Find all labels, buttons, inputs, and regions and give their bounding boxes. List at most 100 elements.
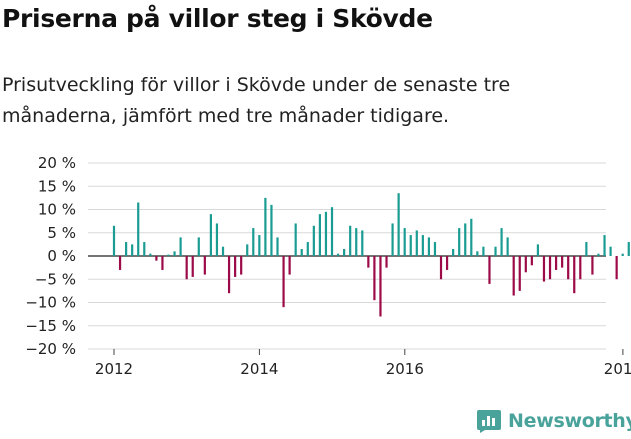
bar [615,256,618,280]
bar [561,256,564,268]
bar [373,256,376,301]
bar [385,256,388,268]
y-tick-label: 20 % [38,154,76,172]
bar [221,246,225,256]
bar [367,256,370,268]
bar [312,225,315,256]
bar [554,256,558,270]
bar [167,254,170,256]
bar [627,242,630,256]
bar [294,223,297,256]
bar [488,256,491,284]
bar [336,253,340,256]
x-tick-label: 2014 [240,360,278,378]
bar [585,242,588,256]
y-tick-label: 0 % [47,247,76,265]
bar [452,249,455,256]
bar [506,237,509,256]
bar [215,223,219,256]
bar [318,214,322,256]
bar [579,256,582,280]
bar [125,242,128,256]
bar [306,242,309,256]
bar [343,249,346,256]
bar [433,242,437,256]
bar [530,256,533,266]
chart-subtitle: Prisutveckling för villor i Skövde under… [2,74,511,127]
chart-title: Priserna på villor steg i Skövde [2,4,433,33]
bar [227,256,231,294]
bar [391,223,394,256]
newsworthy-logo-icon [477,410,501,433]
bar [179,237,182,256]
bar [185,256,188,280]
bar [573,256,576,294]
bar [603,235,606,256]
bar [276,237,279,256]
bar [240,256,243,275]
bar [397,193,400,256]
bar [439,256,443,280]
newsworthy-logo[interactable]: Newsworthy [476,408,631,434]
bar [427,237,431,256]
bar [137,202,140,256]
y-tick-label: 15 % [38,177,76,195]
bar [246,244,249,256]
bar [409,235,412,256]
bar [282,256,285,308]
bar [536,244,540,256]
bar [518,256,521,291]
bar [361,230,364,256]
bar [252,228,255,256]
bar [209,214,212,256]
bar [379,256,382,317]
bar-chart: 20 % 15 % 10 % 5 % 0 % −5 % −10 % −15 % −20 % 20… [25,154,631,378]
y-tick-label: 5 % [47,224,76,242]
bar [458,228,461,256]
x-tick-label: 2012 [95,360,133,378]
bar [155,256,158,261]
bar [355,228,358,256]
bar [597,253,600,256]
bar [143,242,146,256]
bar [234,256,237,277]
bar [173,251,176,256]
bar [591,256,594,275]
bar [161,256,164,270]
bar [470,218,473,256]
bar [476,251,479,256]
y-tick-label: −20 % [25,340,76,358]
y-tick-label: −10 % [25,294,76,312]
brand-name: Newsworthy [508,410,631,432]
bar [264,197,267,256]
bar [270,204,273,256]
bar [621,253,624,256]
x-axis-ticks: 2012201420162019202120232025 [95,349,631,378]
bar [258,235,261,256]
bar [118,256,122,270]
bar [191,256,194,277]
bar [403,228,406,256]
x-tick-label: 2019 [604,360,631,378]
y-axis-ticks: 20 % 15 % 10 % 5 % 0 % −5 % −10 % −15 % −20 % [25,154,76,358]
bar [330,207,334,256]
bar [288,256,291,275]
bar [203,256,206,275]
bar [149,253,152,256]
bar [609,246,612,256]
bar [349,225,352,256]
bar [197,237,200,256]
bar [494,246,497,256]
x-tick-label: 2016 [386,360,424,378]
bar [415,230,418,256]
bar [512,256,515,296]
bar [542,256,546,282]
bar [464,223,467,256]
bar [548,256,552,280]
y-tick-label: −5 % [35,270,76,288]
bars [112,193,630,317]
bar [131,244,134,256]
bar [324,211,328,256]
grid-lines [88,162,606,350]
bar [300,249,303,256]
